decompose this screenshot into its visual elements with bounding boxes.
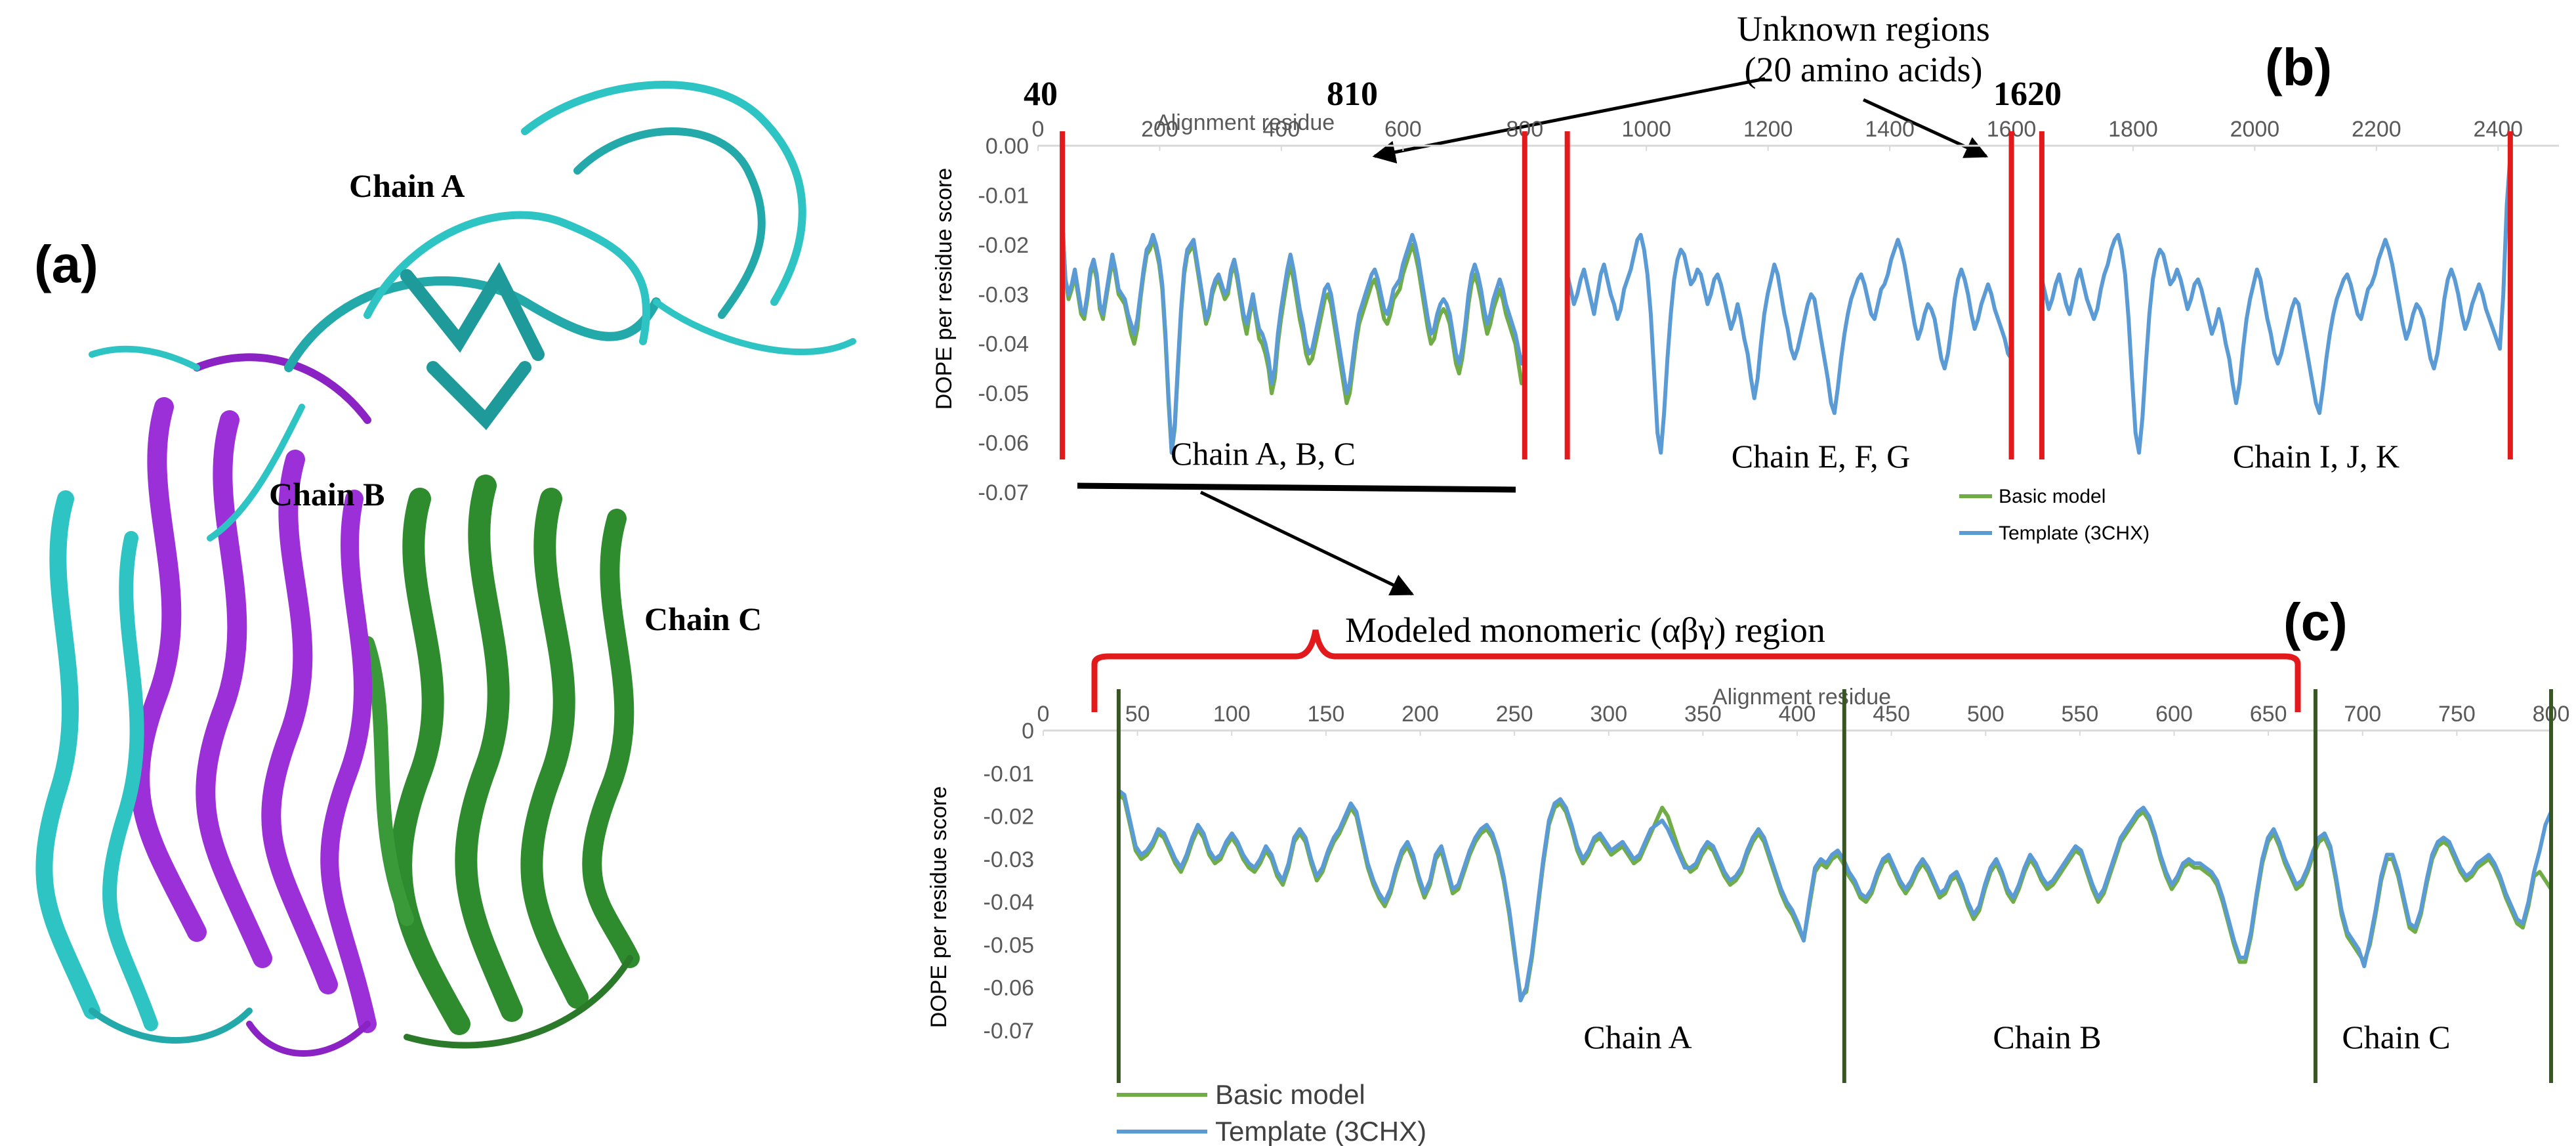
structure-label-chain-a: Chain A	[349, 167, 465, 204]
structure-label-chain-c: Chain C	[644, 601, 762, 637]
chart-b-region-underline	[1077, 482, 1516, 493]
chart-b-x-tick-label: 600	[1384, 117, 1422, 142]
panel-label-c: (c)	[2283, 593, 2348, 651]
chart-c-x-tick-label: 200	[1402, 702, 1439, 727]
chart-b-boundaries	[1060, 131, 2513, 459]
boundary-label-810: 810	[1327, 75, 1378, 113]
chart-b-x-tick-label: 0	[1032, 117, 1045, 142]
unknown-regions-label-line1: Unknown regions	[1737, 9, 1989, 49]
chart-c-x-tick-label: 0	[1037, 702, 1050, 727]
boundary-label-1620: 1620	[1993, 75, 2062, 113]
chart-b-series-template-line	[1565, 232, 2013, 455]
chain-b-ribbon	[130, 353, 377, 1057]
chart-c-region-label-3: Chain C	[2342, 1019, 2450, 1055]
chart-c-x-tick-label: 500	[1967, 702, 2005, 727]
chart-c-legend-template: Template (3CHX)	[1215, 1116, 1426, 1146]
chart-c-legend-basic: Basic model	[1215, 1079, 1365, 1110]
chart-b-x-tick-label: 1800	[2108, 117, 2158, 142]
chart-c-x-tick-label: 250	[1496, 702, 1533, 727]
panel-label-a: (a)	[34, 235, 98, 293]
chart-c-x-tick-label: 400	[1779, 702, 1816, 727]
chart-b-x-tick-label: 2200	[2352, 117, 2401, 142]
modeled-region-brace	[1091, 629, 2301, 712]
panel-label-b: (b)	[2265, 38, 2332, 96]
modeled-region-label: Modeled monomeric (αβγ) region	[1345, 610, 1825, 650]
chart-b-series-template-line	[2039, 155, 2512, 455]
chart-b-region-label-1: Chain A, B, C	[1171, 435, 1356, 472]
chart-b-y-tick-label: -0.04	[978, 332, 1029, 357]
arrow-to-panel-c	[1199, 490, 1415, 596]
arrow-unknown-region-1	[1372, 77, 1766, 164]
chart-b-x-ticks: 0 200 400 600 800 1000 1200 1400 1600 1800 2000 220…	[1032, 117, 2523, 151]
chart-c-x-tick-label: 550	[2062, 702, 2099, 727]
chart-c-y-tick-label: -0.01	[984, 761, 1035, 786]
chart-c-x-tick-label: 350	[1684, 702, 1722, 727]
chart-c-series	[1117, 789, 2553, 1003]
chart-b-legend-basic: Basic model	[1999, 486, 2106, 507]
chart-c-series-template-line	[1117, 789, 2553, 1003]
chart-b-y-tick-label: -0.06	[978, 431, 1029, 456]
chart-b-series-template-line	[1060, 219, 1527, 455]
chart-b-region-label-2: Chain E, F, G	[1732, 438, 1910, 475]
chart-c-x-tick-label: 650	[2250, 702, 2287, 727]
chart-c-y-tick-label: -0.02	[984, 805, 1035, 830]
chart-c-x-tick-label: 750	[2438, 702, 2476, 727]
chart-b-y-tick-label: -0.03	[978, 282, 1029, 307]
chart-b-x-tick-label: 1200	[1743, 117, 1793, 142]
chart-b-region-label-3: Chain I, J, K	[2233, 438, 2399, 475]
chart-c-legend: Basic model Template (3CHX)	[1117, 1079, 1426, 1146]
protein-structure-panel: Chain A Chain B Chain C (a)	[34, 81, 856, 1057]
chart-b-x-tick-label: 1400	[1865, 117, 1915, 142]
boundary-label-40: 40	[1024, 75, 1058, 113]
chart-c-x-tick-label: 300	[1590, 702, 1627, 727]
chart-b-y-tick-label: 0.00	[986, 134, 1029, 159]
structure-label-chain-b: Chain B	[269, 476, 384, 513]
chart-c-boundaries	[1116, 689, 2553, 1083]
unknown-regions-label-line2: (20 amino acids)	[1745, 50, 1983, 89]
chart-c-region-label-2: Chain B	[1993, 1019, 2101, 1055]
chart-b-ylabel: DOPE per residue score	[932, 168, 957, 410]
chart-b-x-tick-label: 400	[1263, 117, 1300, 142]
chart-c-x-tick-label: 150	[1308, 702, 1345, 727]
chart-b-series	[1060, 155, 2512, 455]
chain-a-ribbon	[35, 81, 856, 1044]
chart-c-x-tick-label: 600	[2155, 702, 2193, 727]
chart-b-x-tick-label: 2000	[2230, 117, 2280, 142]
chain-c-ribbon	[360, 475, 640, 1049]
chart-b: (b) 40 810 1620 Unknown regions (20 amin…	[932, 9, 2559, 596]
chart-c-y-tick-label: -0.07	[984, 1019, 1035, 1044]
arrow-unknown-region-2	[1862, 98, 1989, 158]
chart-c-y-tick-label: -0.05	[984, 933, 1035, 958]
chart-b-y-tick-label: -0.05	[978, 381, 1029, 406]
chart-b-y-tick-label: -0.07	[978, 480, 1029, 505]
chart-c-y-tick-label: 0	[1022, 719, 1034, 744]
chart-c-y-ticks: 0 -0.01 -0.02 -0.03 -0.04 -0.05 -0.06 -0.07	[984, 719, 1035, 1044]
chart-c-region-label-1: Chain A	[1583, 1019, 1692, 1055]
chart-c-x-tick-label: 700	[2344, 702, 2381, 727]
chart-b-y-ticks: 0.00 -0.01 -0.02 -0.03 -0.04 -0.05 -0.06 -0.07	[978, 134, 1029, 505]
chart-b-x-tick-label: 200	[1141, 117, 1178, 142]
chart-b-legend: Basic model Template (3CHX)	[1959, 486, 2150, 544]
chart-b-x-tick-label: 2400	[2473, 117, 2523, 142]
chart-b-xlabel: Alignment residue	[1156, 110, 1335, 135]
chart-c-ylabel: DOPE per residue score	[926, 786, 951, 1029]
chart-c-series-basic-model-line	[1117, 793, 2553, 998]
chart-c-y-tick-label: -0.04	[984, 890, 1035, 915]
chart-b-x-tick-label: 1000	[1621, 117, 1671, 142]
chart-c-x-tick-label: 450	[1873, 702, 1910, 727]
chart-b-series-basic-model-line	[1060, 219, 1527, 455]
chart-c-y-tick-label: -0.03	[984, 847, 1035, 872]
chart-c-y-tick-label: -0.06	[984, 976, 1035, 1001]
chart-c-x-tick-label: 100	[1213, 702, 1251, 727]
chart-c: (c) Modeled monomeric (αβγ) region Align…	[926, 593, 2569, 1146]
chart-c-xlabel: Alignment residue	[1713, 685, 1891, 710]
chart-b-y-tick-label: -0.01	[978, 183, 1029, 208]
chart-b-y-tick-label: -0.02	[978, 233, 1029, 258]
chart-b-legend-template: Template (3CHX)	[1999, 522, 2150, 544]
chart-c-x-tick-label: 50	[1125, 702, 1150, 727]
